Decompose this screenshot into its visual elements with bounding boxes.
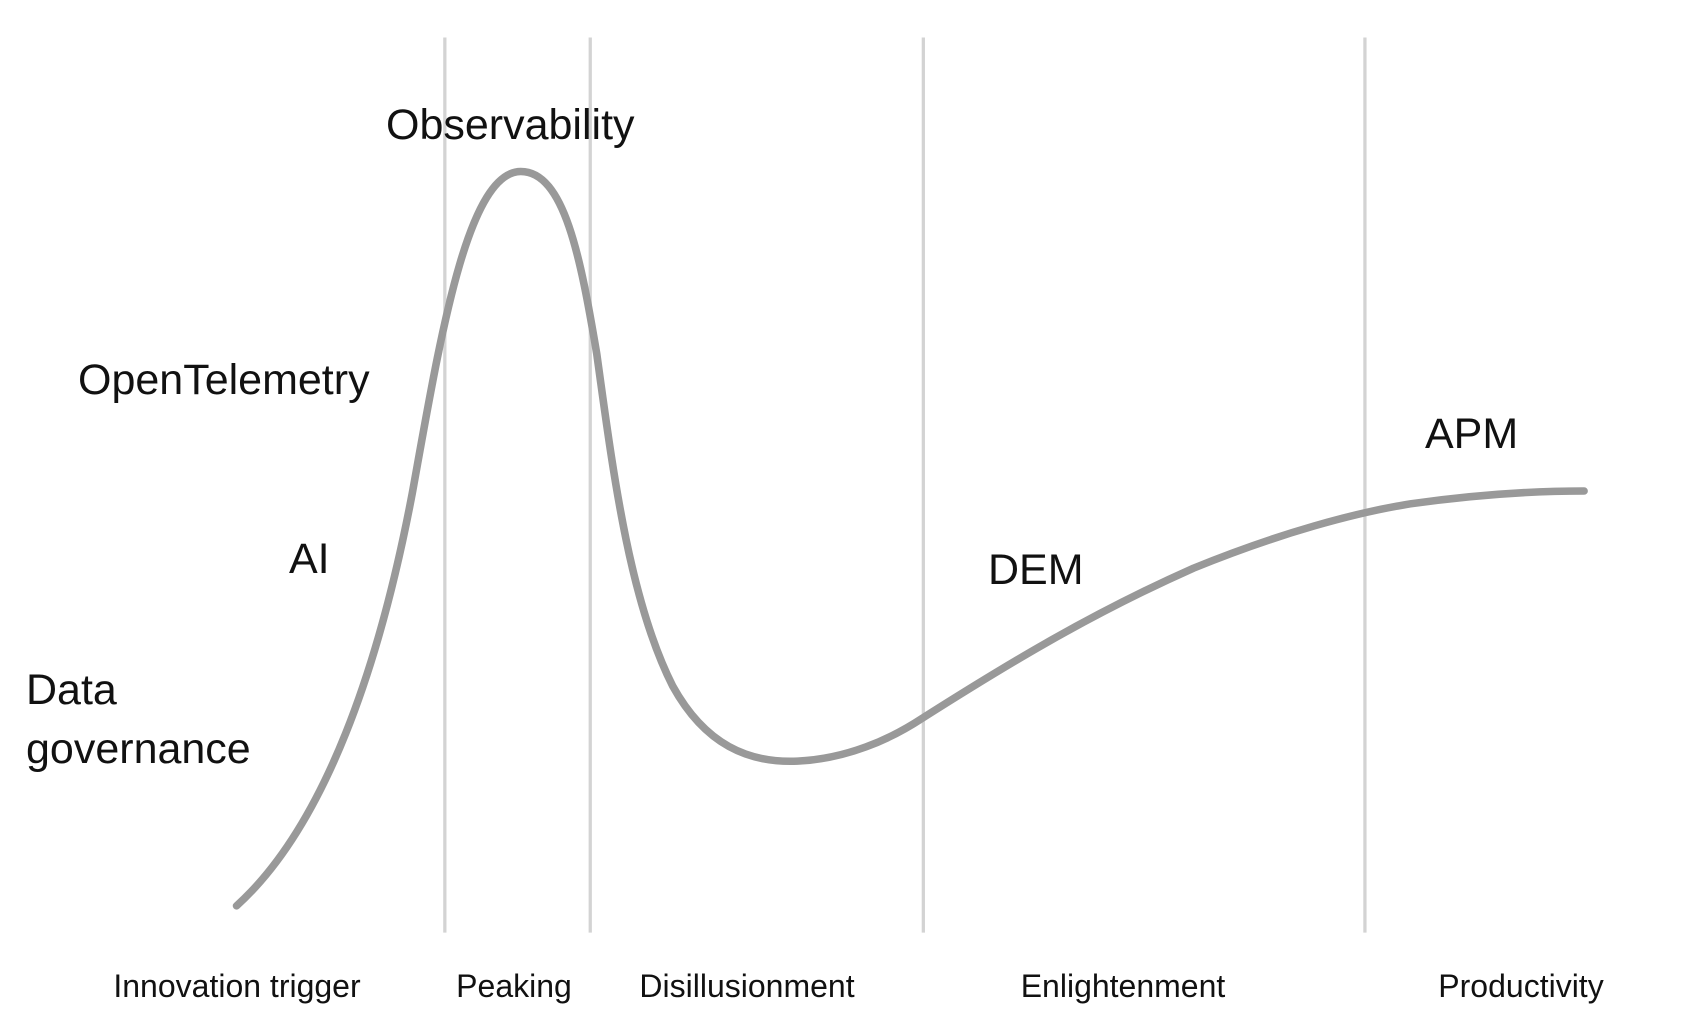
phase-label: Enlightenment [1020, 968, 1226, 1004]
phase-label: Peaking [456, 968, 572, 1004]
tech-label: OpenTelemetry [78, 356, 370, 404]
phase-label: Disillusionment [639, 968, 855, 1004]
hype-curve [232, 167, 1588, 910]
phase-label: Productivity [1438, 968, 1604, 1004]
tech-label: APM [1425, 410, 1519, 458]
tech-label: Data governance [26, 666, 251, 773]
tech-label: DEM [988, 546, 1084, 594]
phase-label: Innovation trigger [113, 968, 361, 1004]
tech-label: AI [289, 535, 330, 583]
tech-label: Observability [386, 101, 635, 149]
